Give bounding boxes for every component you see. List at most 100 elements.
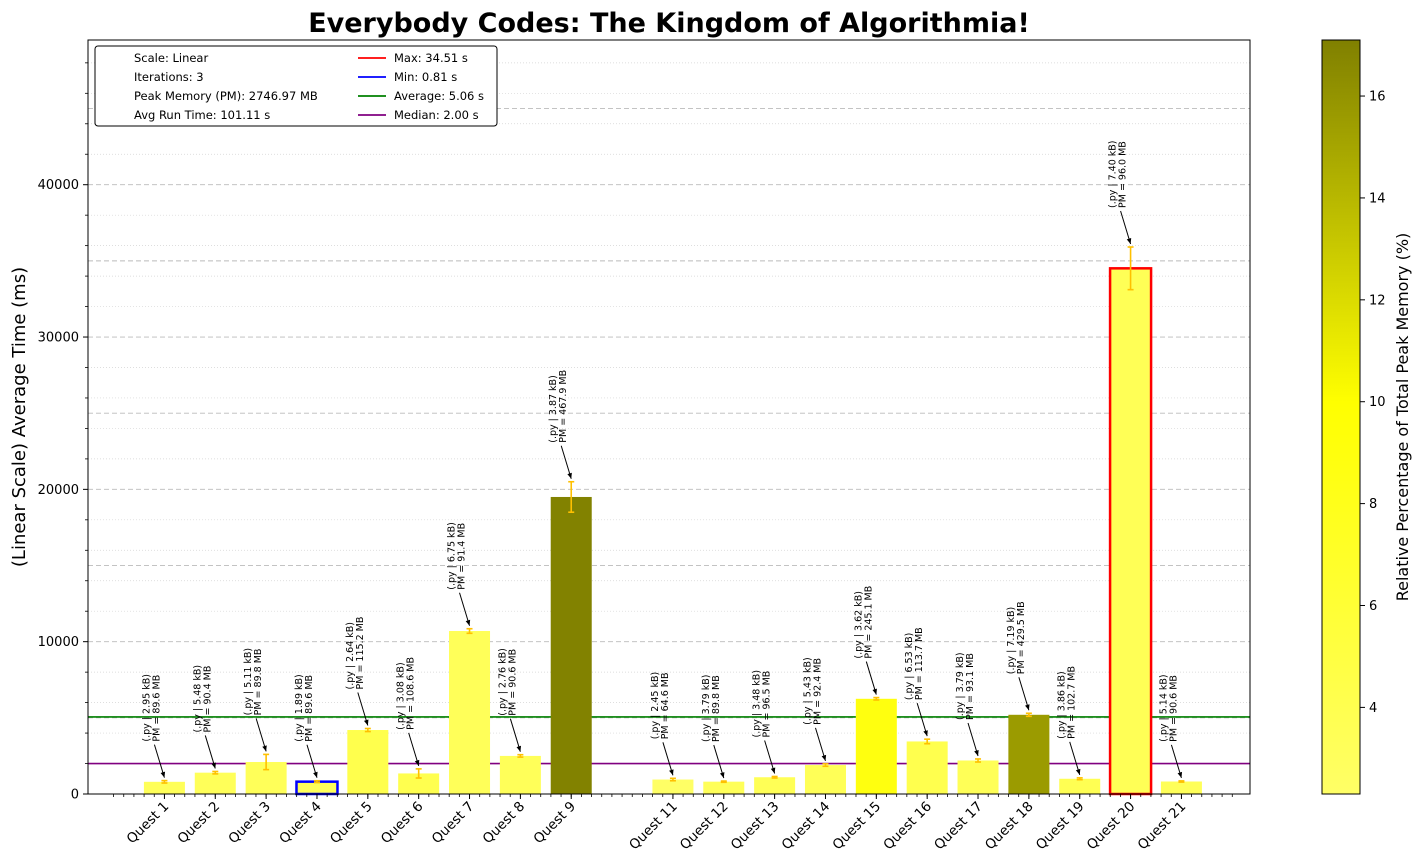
annotation-arrow: [408, 732, 420, 767]
annotation-label: PM = 64.6 MB: [660, 672, 671, 739]
bar: [703, 781, 745, 794]
bar: [855, 698, 897, 794]
annotation-arrowhead: [465, 619, 471, 626]
annotation-arrowhead: [1025, 704, 1030, 711]
x-tick-label: Quest 7: [429, 799, 478, 848]
annotation-label: PM = 467.9 MB: [558, 370, 569, 443]
colorbar-gradient: [1321, 39, 1361, 795]
annotation-arrow: [306, 744, 318, 778]
annotation-label: PM = 89.6 MB: [304, 675, 315, 742]
bar: [1108, 267, 1153, 796]
legend-box: [94, 45, 498, 127]
x-tick-label: Quest 9: [530, 799, 579, 848]
bar: [754, 777, 796, 794]
annotation-label: (.py | 3.48 kB): [752, 670, 763, 738]
legend-info-label: Scale: Linear: [134, 51, 208, 65]
x-tick-label: Quest 17: [931, 799, 986, 854]
annotation-arrow: [1120, 210, 1132, 245]
annotation-arrow: [662, 742, 674, 776]
annotation-arrow: [255, 718, 267, 752]
annotation-label: (.py | 3.62 kB): [853, 591, 864, 659]
bar: [1008, 714, 1050, 794]
bar: [398, 773, 440, 794]
annotations-group: (.py | 2.95 kB) PM = 89.6 MB (.py | 5.48 k…: [141, 140, 1183, 779]
annotation-arrowhead: [1075, 768, 1081, 775]
annotation-arrowhead: [160, 771, 166, 778]
annotation-arrow: [459, 592, 471, 626]
annotation-label: PM = 102.7 MB: [1067, 666, 1078, 739]
annotation-arrowhead: [211, 762, 216, 769]
x-tick-label: Quest 4: [276, 799, 325, 848]
annotation-label: (.py | 3.87 kB): [548, 375, 559, 443]
bar: [804, 765, 846, 794]
annotation-arrow: [865, 661, 877, 695]
annotation-arrow: [1069, 741, 1081, 775]
annotation-arrowhead: [414, 759, 420, 766]
y-tick-label: 40000: [38, 178, 79, 193]
annotation-label: PM = 90.6 MB: [1168, 675, 1179, 742]
annotation-label: (.py | 7.40 kB): [1108, 140, 1119, 208]
colorbar-tick-label: 8: [1369, 497, 1377, 512]
annotation-label: PM = 113.7 MB: [914, 627, 925, 700]
annotation-label: PM = 89.8 MB: [711, 675, 722, 742]
y-tick-label: 0: [71, 788, 79, 803]
annotation-label: PM = 92.4 MB: [812, 658, 823, 725]
annotation-label: PM = 245.1 MB: [863, 586, 874, 659]
legend: Scale: Linear Iterations: 3 Peak Memory (P…: [94, 45, 498, 127]
annotation-label: PM = 429.5 MB: [1016, 601, 1027, 674]
annotation-arrowhead: [923, 730, 928, 737]
annotation-arrowhead: [821, 754, 827, 761]
x-tick-label: Quest 8: [480, 799, 529, 848]
bar: [194, 772, 236, 794]
annotation-arrowhead: [974, 749, 979, 756]
annotation-label: PM = 90.6 MB: [507, 649, 518, 716]
annotation-arrow: [1170, 744, 1182, 779]
annotation-label: (.py | 5.11 kB): [243, 648, 254, 716]
bar: [143, 781, 185, 794]
bar: [652, 779, 694, 794]
annotation-label: (.py | 7.19 kB): [1006, 607, 1017, 675]
annotation-label: (.py | 5.43 kB): [802, 657, 813, 725]
colorbar-tick-label: 4: [1369, 701, 1377, 716]
legend-info-label: Peak Memory (PM): 2746.97 MB: [134, 89, 318, 103]
legend-line-label: Min: 0.81 s: [394, 70, 457, 84]
grid-lines: [88, 62, 1250, 764]
x-tick-label: Quest 19: [1033, 799, 1088, 854]
colorbar-tick-label: 6: [1369, 599, 1377, 614]
annotation-arrowhead: [1126, 238, 1132, 245]
x-tick-label: Quest 12: [677, 799, 732, 854]
x-tick-label: Quest 2: [175, 799, 224, 848]
annotation-arrowhead: [363, 719, 369, 726]
colorbar-tick-label: 14: [1369, 191, 1386, 206]
annotation-label: PM = 91.4 MB: [457, 523, 468, 590]
bar: [550, 496, 592, 794]
annotation-arrowhead: [567, 472, 572, 479]
colorbar-tick-label: 10: [1369, 395, 1386, 410]
annotation-label: (.py | 2.95 kB): [141, 674, 152, 742]
annotation-label: (.py | 3.08 kB): [396, 662, 407, 730]
annotation-arrowhead: [770, 767, 776, 774]
annotation-arrow: [509, 718, 521, 752]
bars-group: [143, 267, 1202, 796]
annotation-arrowhead: [1177, 771, 1183, 778]
x-tick-label: Quest 1: [124, 799, 173, 848]
annotation-arrow: [814, 727, 826, 761]
annotation-label: (.py | 6.53 kB): [904, 633, 915, 701]
annotation-label: (.py | 3.86 kB): [1057, 671, 1068, 739]
annotation-arrow: [204, 735, 216, 769]
y-tick-label: 20000: [38, 483, 79, 498]
bar: [1059, 778, 1101, 794]
annotation-label: (.py | 5.48 kB): [192, 665, 203, 733]
colorbar-label: Relative Percentage of Total Peak Memory…: [1393, 233, 1412, 602]
colorbar-tick-label: 12: [1369, 293, 1386, 308]
annotation-label: PM = 96.0 MB: [1118, 141, 1129, 208]
annotation-arrow: [153, 744, 165, 778]
bar: [449, 631, 491, 794]
annotation-label: (.py | 1.89 kB): [294, 674, 305, 742]
x-tick-label: Quest 5: [327, 799, 376, 848]
chart-title: Everybody Codes: The Kingdom of Algorith…: [308, 8, 1030, 39]
x-tick-label: Quest 15: [829, 799, 884, 854]
annotation-label: PM = 96.5 MB: [762, 671, 773, 738]
x-tick-label: Quest 11: [626, 799, 681, 854]
colorbar-tick-label: 16: [1369, 90, 1386, 105]
